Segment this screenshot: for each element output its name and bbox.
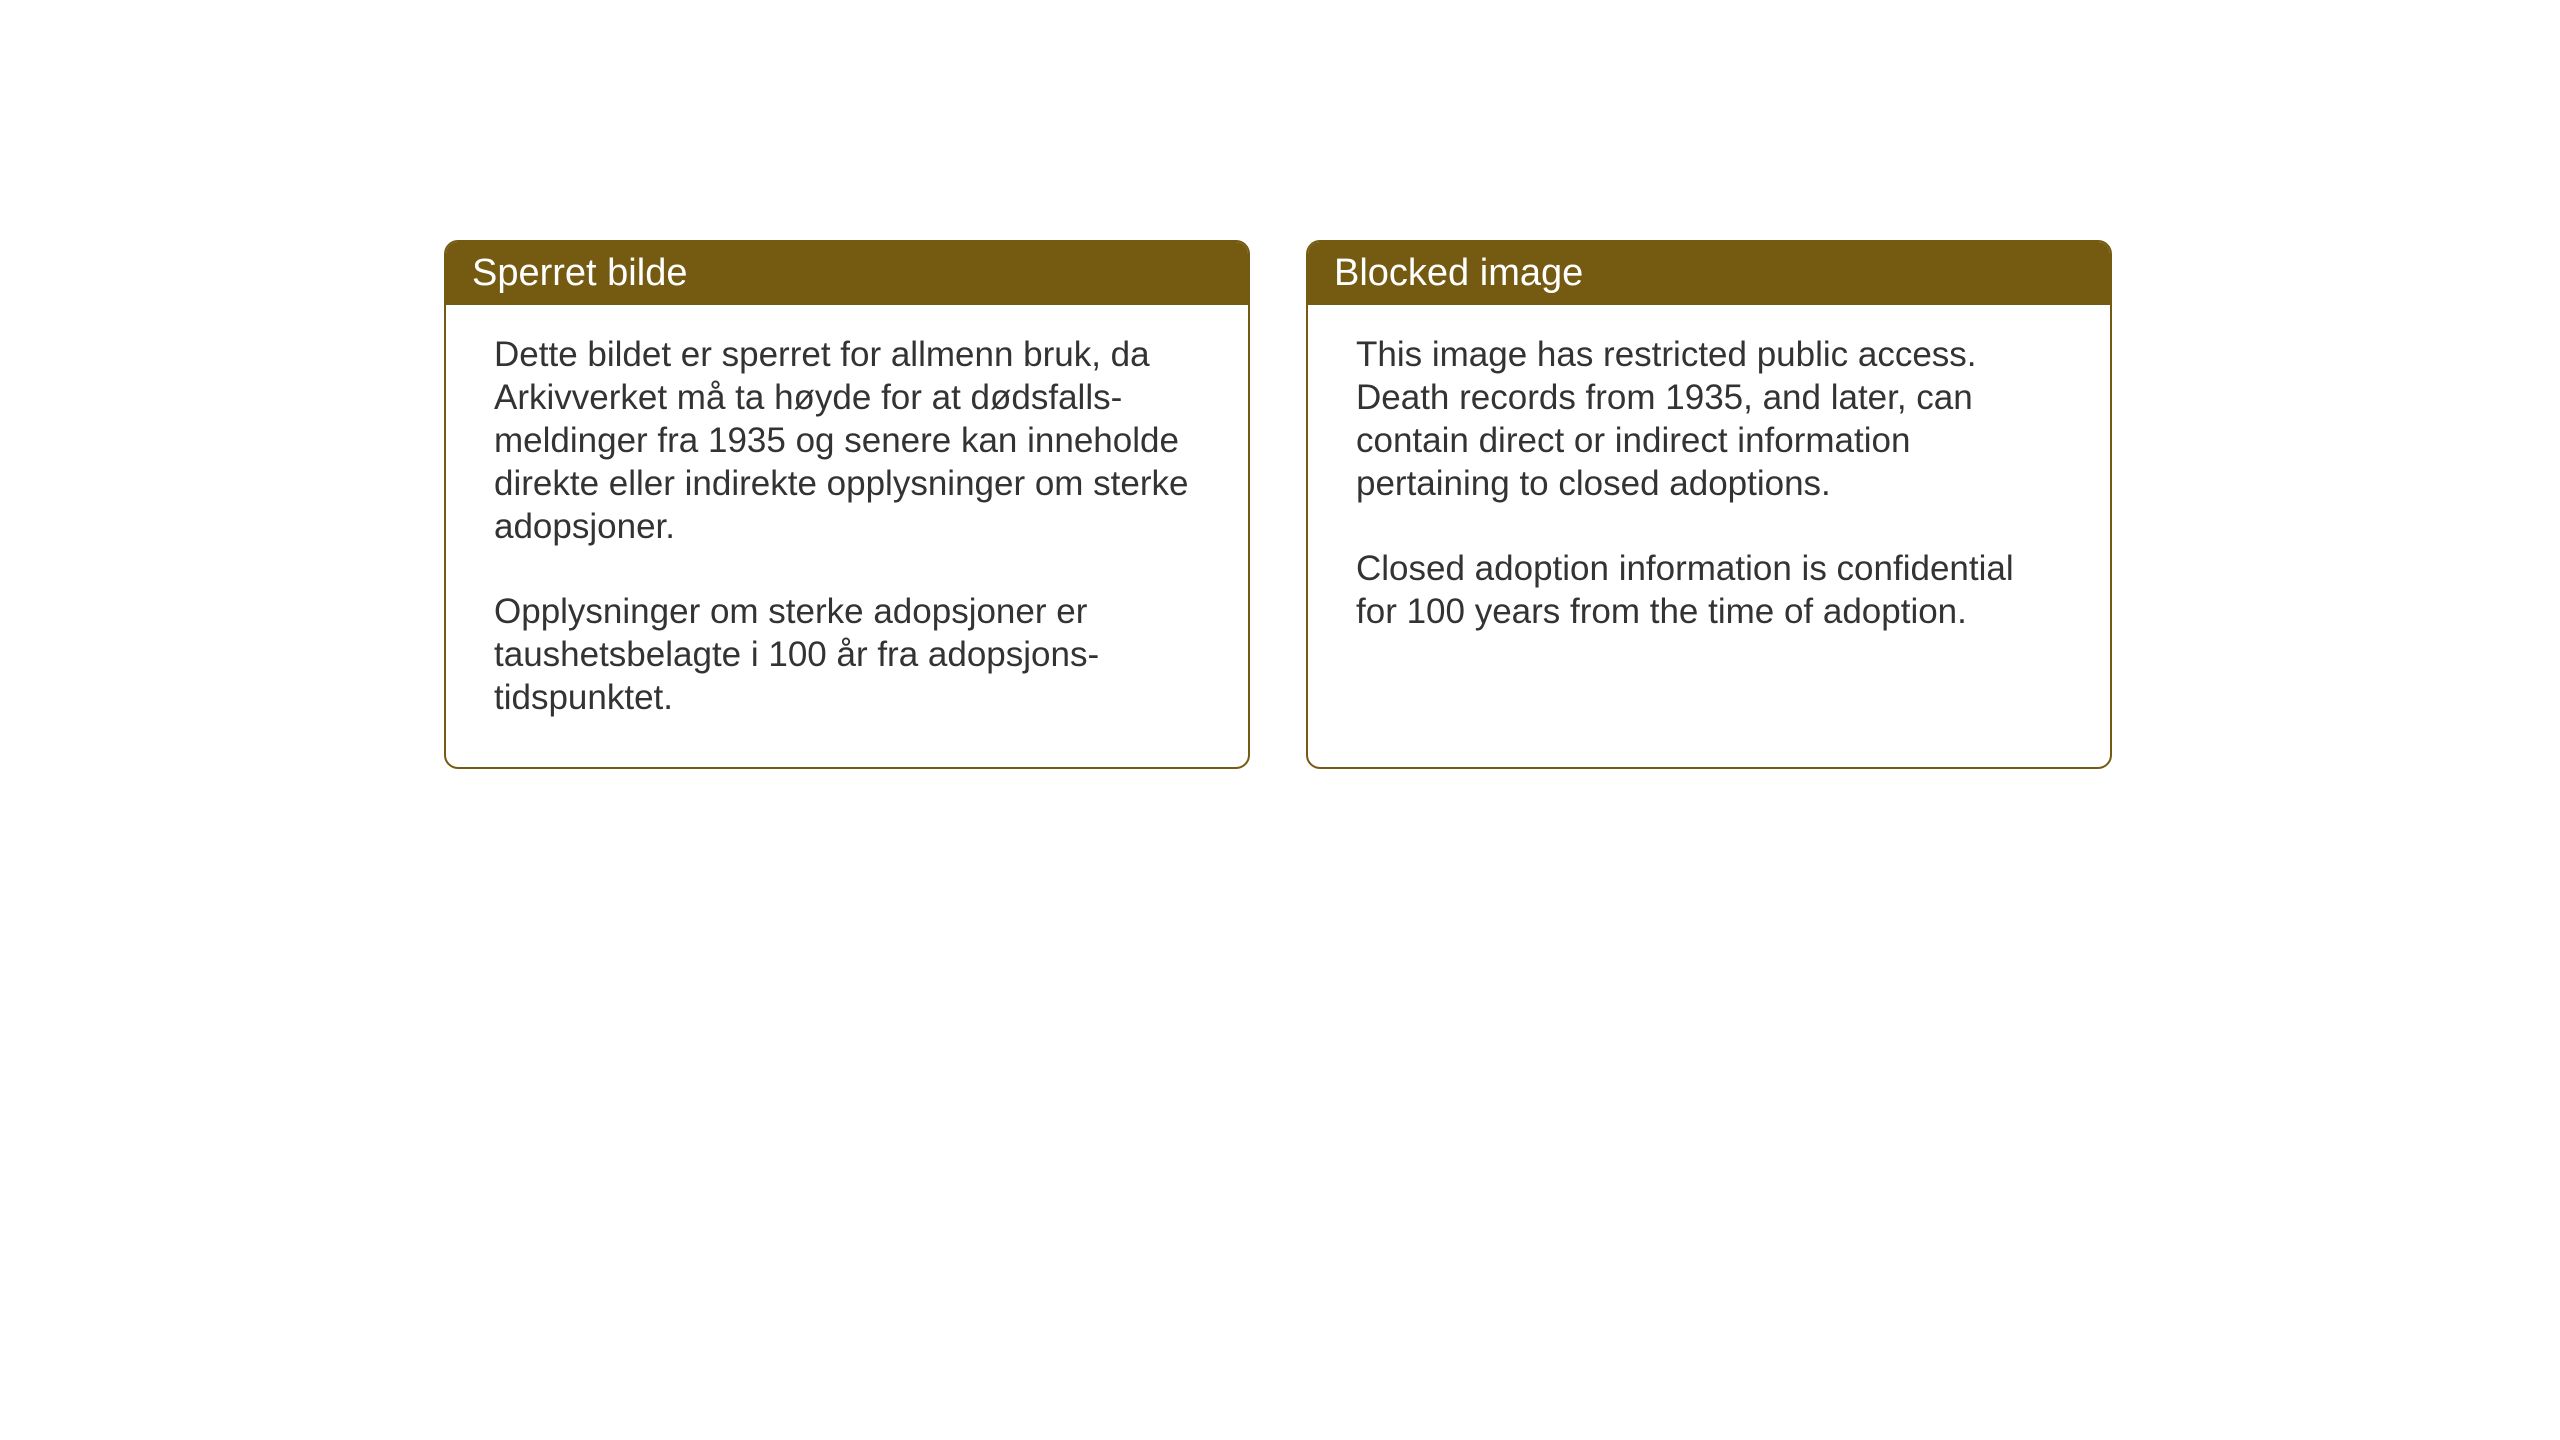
english-paragraph-1: This image has restricted public access.… bbox=[1356, 333, 2062, 505]
english-notice-card: Blocked image This image has restricted … bbox=[1306, 240, 2112, 769]
norwegian-card-body: Dette bildet er sperret for allmenn bruk… bbox=[446, 305, 1248, 767]
norwegian-notice-card: Sperret bilde Dette bildet er sperret fo… bbox=[444, 240, 1250, 769]
notice-cards-container: Sperret bilde Dette bildet er sperret fo… bbox=[444, 240, 2112, 769]
norwegian-card-title: Sperret bilde bbox=[446, 242, 1248, 305]
english-card-title: Blocked image bbox=[1308, 242, 2110, 305]
norwegian-paragraph-2: Opplysninger om sterke adopsjoner er tau… bbox=[494, 590, 1200, 719]
english-paragraph-2: Closed adoption information is confident… bbox=[1356, 547, 2062, 633]
norwegian-paragraph-1: Dette bildet er sperret for allmenn bruk… bbox=[494, 333, 1200, 548]
english-card-body: This image has restricted public access.… bbox=[1308, 305, 2110, 755]
